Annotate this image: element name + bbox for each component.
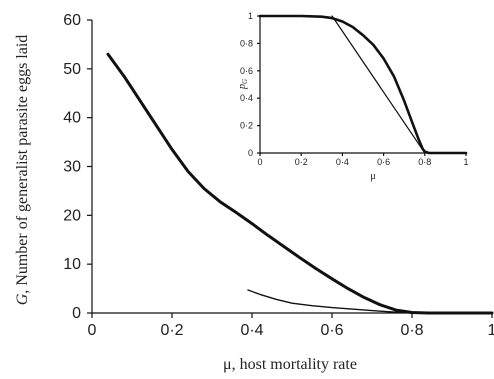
inset-y-tick-label: 0·4 [240, 93, 253, 103]
x-axis-label: μ, host mortality rate [223, 356, 357, 373]
inset-chart: 0 0·2 0·4 0·6 0·8 1 0 0·2 0·4 0·6 0·8 1 μ pG [237, 11, 469, 182]
main-series-line-thick [106, 52, 494, 315]
main-y-tick-label: 50 [63, 61, 81, 78]
inset-x-tick-label: 0·4 [336, 157, 349, 167]
inset-axes [257, 15, 467, 156]
inset-x-tick-label: 0·8 [418, 157, 431, 167]
main-x-tick-label: 1 [488, 322, 494, 339]
main-y-tick-label: 40 [63, 110, 81, 127]
y-axis-label-symbol: G [14, 293, 31, 305]
y-axis-label: G, Number of generalist parasite eggs la… [14, 35, 31, 306]
inset-x-tick-label: 0·2 [295, 157, 308, 167]
inset-y-tick-label: 0·6 [240, 66, 253, 76]
main-y-tick-label: 10 [63, 256, 81, 273]
inset-y-tick-label: 1 [248, 11, 253, 21]
main-x-tick-label: 0·4 [240, 322, 263, 339]
main-x-tick-label: 0 [88, 322, 97, 339]
inset-plot-background [260, 16, 466, 153]
y-axis-label-text: , Number of generalist parasite eggs lai… [14, 35, 31, 294]
main-x-tick-label: 0·2 [160, 322, 183, 339]
inset-y-axis-label-sub: G [241, 79, 249, 84]
main-x-tick-label: 0·8 [400, 322, 423, 339]
main-y-tick-label: 60 [63, 12, 81, 29]
main-y-tick-label: 0 [72, 305, 81, 322]
inset-series-line-thick [258, 14, 468, 155]
main-series-line-thin [247, 289, 413, 314]
inset-y-tick-label: 0·2 [240, 121, 253, 131]
main-series [106, 52, 494, 315]
main-x-tick-label: 0·6 [320, 322, 343, 339]
inset-x-tick-label: 0·6 [377, 157, 390, 167]
inset-y-tick-label: 0 [248, 148, 253, 158]
inset-y-axis-label-main: p [237, 84, 248, 90]
inset-x-axis-label: μ [370, 171, 375, 182]
main-y-tick-label: 20 [63, 207, 81, 224]
inset-y-tick-label: 0·8 [240, 38, 253, 48]
main-y-tick-label: 30 [63, 159, 81, 176]
inset-series-line-thin [331, 15, 426, 154]
inset-tick-labels: 0 0·2 0·4 0·6 0·8 1 0 0·2 0·4 0·6 0·8 1 [240, 11, 469, 167]
inset-x-tick-label: 1 [463, 157, 468, 167]
inset-x-tick-label: 0 [257, 157, 262, 167]
inset-y-axis-label: pG [237, 79, 249, 90]
inset-series [258, 14, 468, 155]
